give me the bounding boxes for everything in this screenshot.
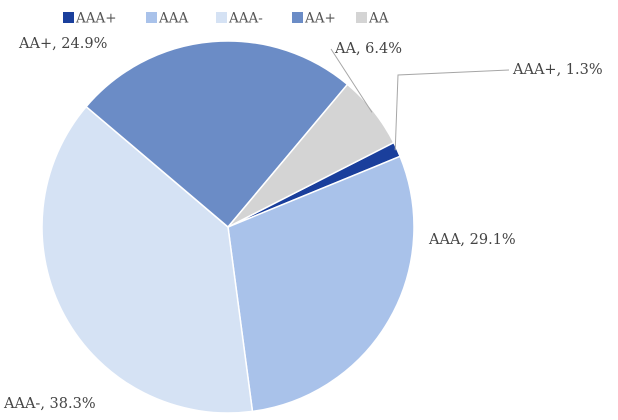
slice-aa-plus [85,40,349,229]
legend-swatch-aaa [146,12,157,23]
legend-item-aaa: AAA [146,11,188,27]
leader-lines [330,48,510,151]
data-label-aaa-plus: AAA+, 1.3% [512,62,603,78]
leader-line-aaa-plus [394,69,510,151]
legend-swatch-aaa-plus [63,12,74,23]
legend: AAA+ AAA AAA- AA+ AA [63,11,389,27]
data-label-aaa: AAA, 29.1% [428,232,516,248]
slice-aaa-minus [41,105,254,414]
legend-label-aa-plus: AA+ [304,11,336,27]
pie-slices [41,40,415,414]
legend-swatch-aa-plus [292,12,303,23]
legend-item-aaa-plus: AAA+ [63,11,117,27]
data-label-aa: AA, 6.4% [334,41,402,57]
legend-item-aa: AA [356,11,389,27]
legend-item-aaa-minus: AAA- [216,11,263,27]
slice-aaa [227,155,415,413]
legend-label-aa: AA [368,11,389,27]
legend-label-aaa-minus: AAA- [228,11,263,27]
legend-label-aaa: AAA [158,11,188,27]
data-label-aaa-minus: AAA-, 38.3% [3,396,96,412]
data-label-aa-plus: AA+, 24.9% [18,36,107,52]
data-labels: AAA+, 1.3% AAA, 29.1% AAA-, 38.3% AA+, 24.9… [3,36,603,412]
legend-swatch-aa [356,12,367,23]
legend-item-aa-plus: AA+ [292,11,336,27]
legend-swatch-aaa-minus [216,12,227,23]
legend-label-aaa-plus: AAA+ [75,11,117,27]
slice-aa [227,83,395,228]
leader-line-aa [330,48,373,113]
